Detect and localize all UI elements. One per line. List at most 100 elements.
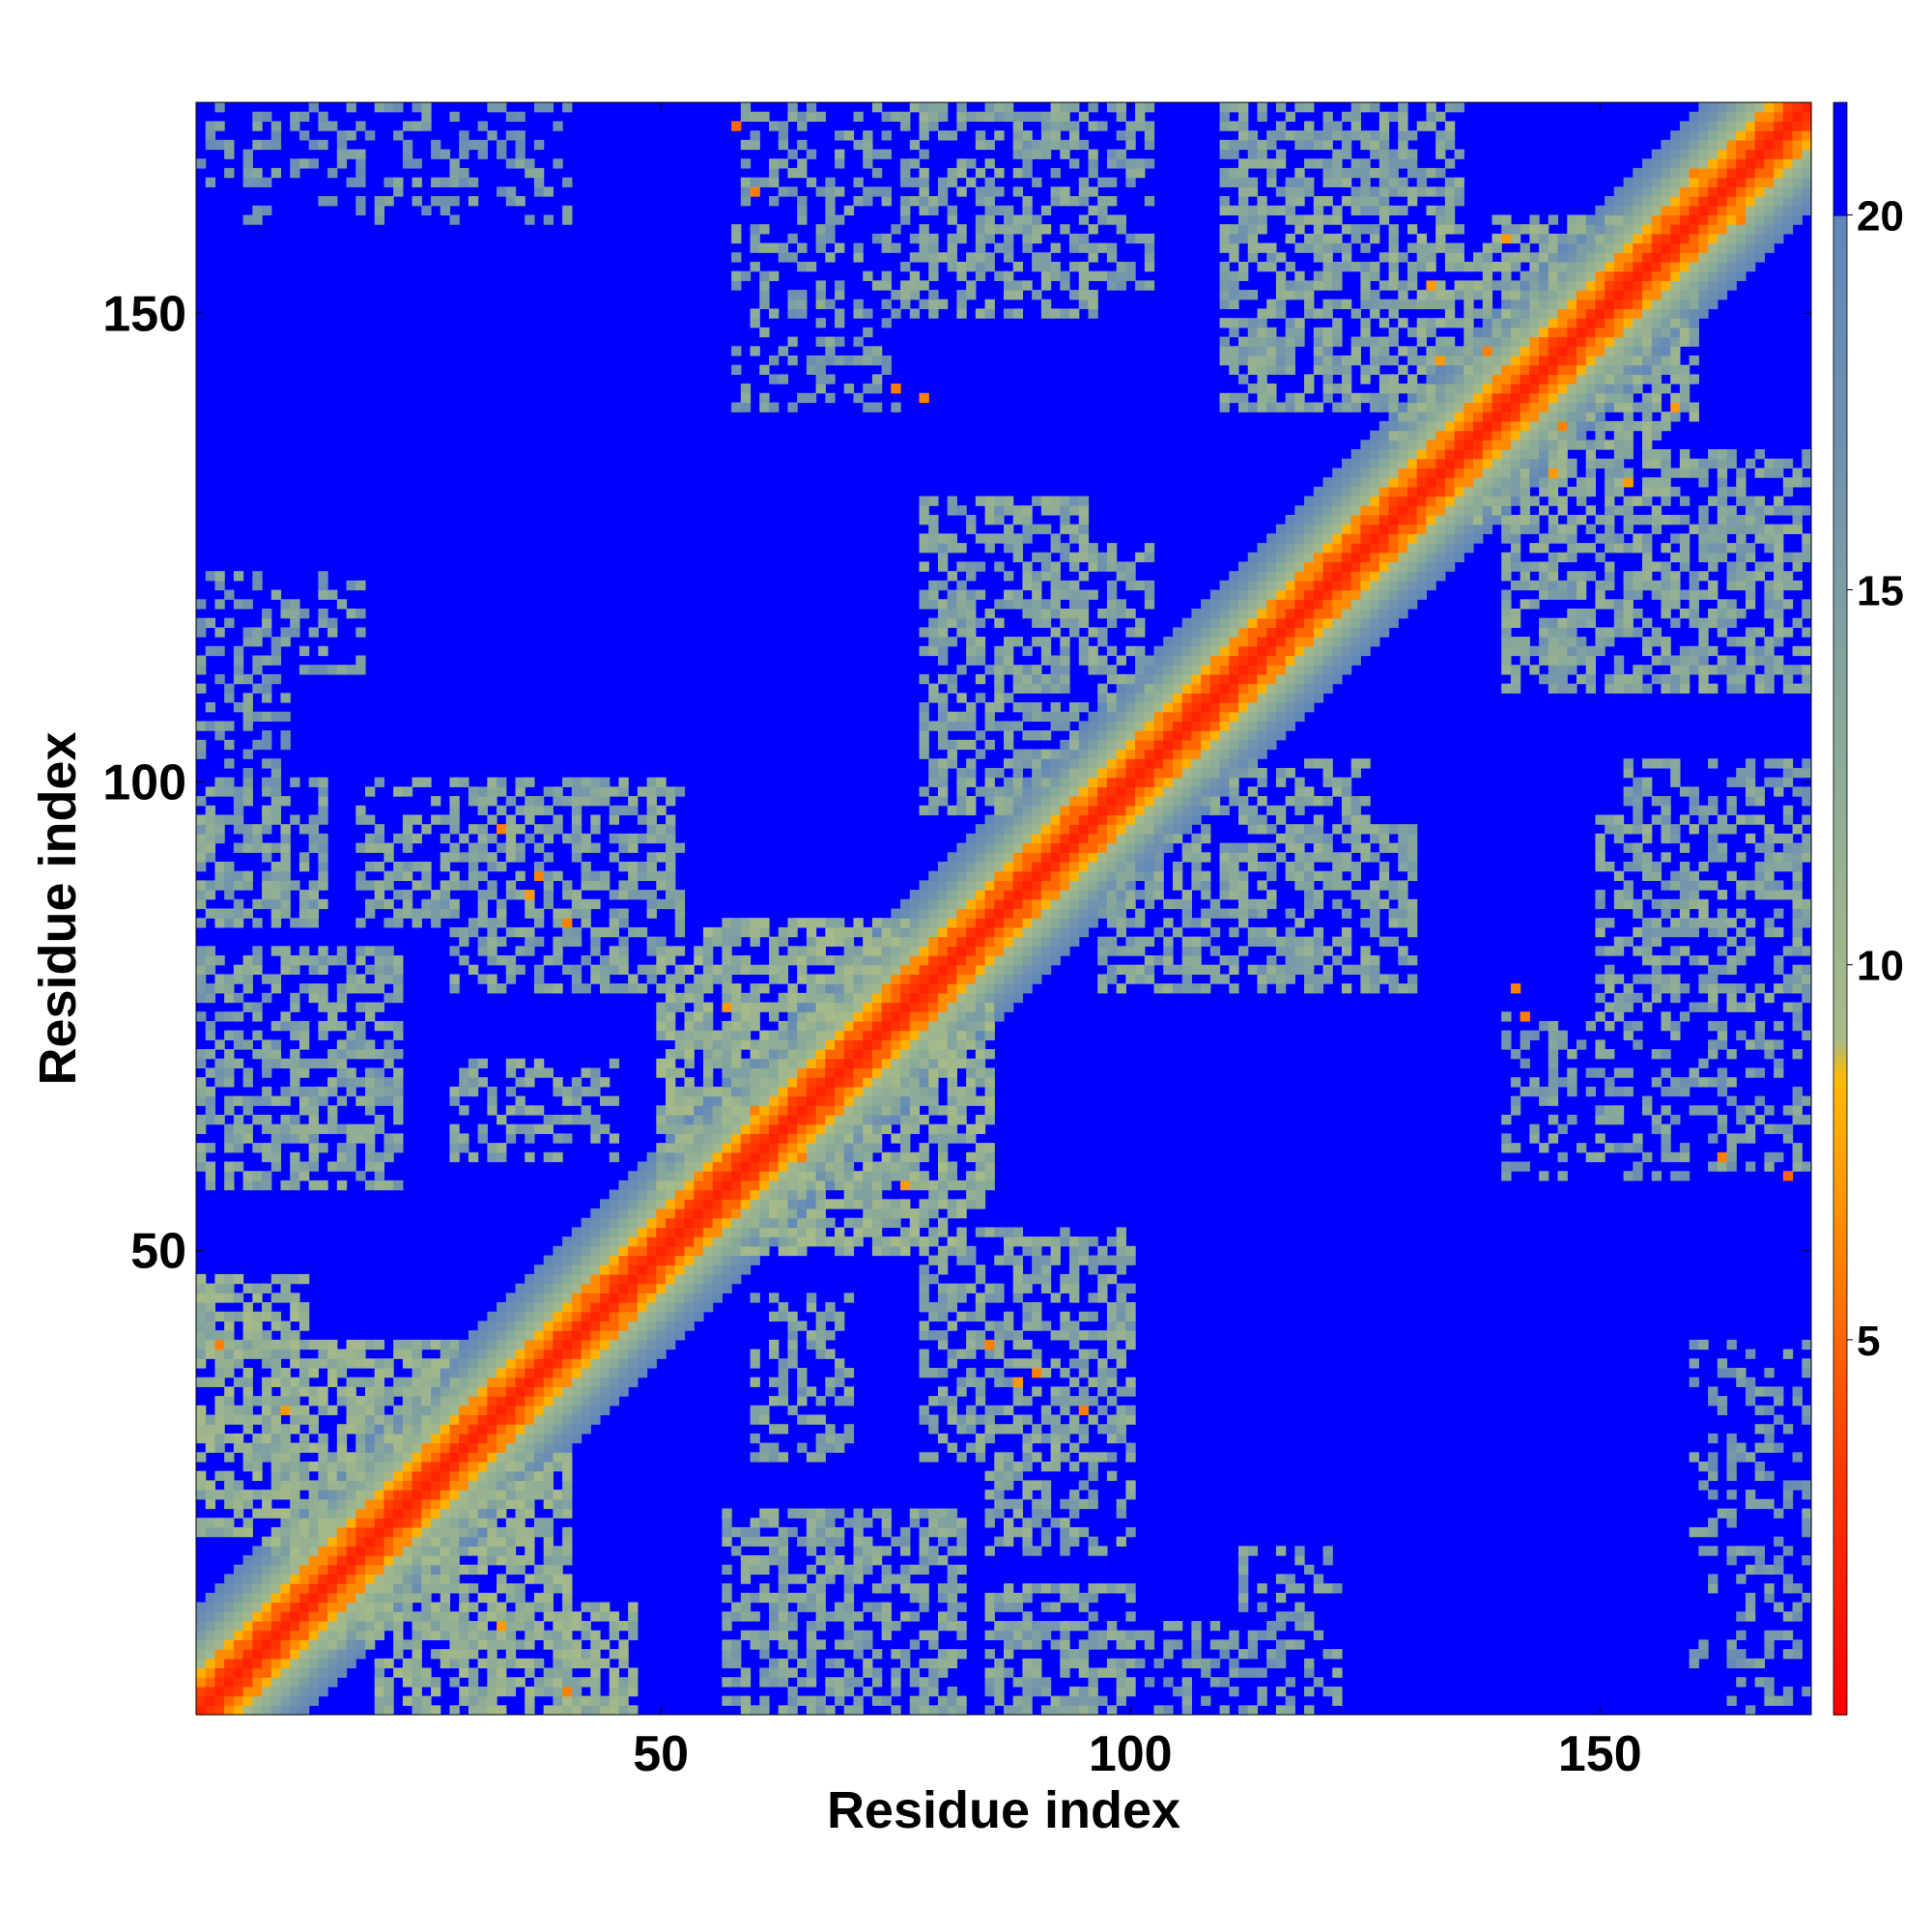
heatmap-cell [205, 1620, 216, 1632]
heatmap-cell [937, 1151, 949, 1163]
heatmap-cell [881, 1171, 892, 1181]
heatmap-cell [487, 1677, 497, 1688]
heatmap-cell [637, 1283, 648, 1293]
heatmap-cell [270, 870, 282, 881]
heatmap-cell [262, 1667, 272, 1678]
heatmap-cell [947, 936, 957, 947]
heatmap-cell [214, 1620, 225, 1632]
heatmap-cell [891, 1058, 901, 1069]
heatmap-cell [290, 1086, 300, 1097]
heatmap-cell [477, 1462, 488, 1472]
heatmap-cell [233, 1480, 244, 1491]
heatmap-cell [797, 1058, 808, 1069]
heatmap-cell [562, 1555, 573, 1566]
heatmap-cell [515, 130, 526, 141]
heatmap-cell [928, 524, 939, 534]
heatmap-cell [863, 402, 873, 412]
heatmap-cell [750, 1077, 760, 1088]
heatmap-cell [280, 608, 291, 619]
heatmap-cell [674, 1227, 686, 1237]
heatmap-cell [290, 1620, 300, 1632]
heatmap-cell [740, 270, 752, 281]
heatmap-cell [702, 1245, 714, 1257]
heatmap-cell [242, 1574, 253, 1584]
heatmap-cell [571, 1433, 582, 1444]
heatmap-cell [947, 130, 957, 141]
heatmap-cell [468, 1677, 479, 1688]
heatmap-cell [928, 1077, 939, 1088]
heatmap-cell [656, 898, 667, 910]
heatmap-cell [975, 1171, 986, 1181]
heatmap-cell [835, 242, 845, 253]
heatmap-cell [674, 1105, 686, 1116]
heatmap-cell [759, 392, 770, 404]
heatmap-cell [937, 102, 949, 113]
heatmap-cell [336, 1536, 348, 1547]
heatmap-cell [242, 1067, 253, 1078]
heatmap-cell [205, 1179, 216, 1191]
heatmap-cell [900, 1133, 911, 1144]
heatmap-cell [571, 1302, 582, 1313]
heatmap-cell [242, 1171, 253, 1181]
heatmap-cell [778, 1143, 789, 1153]
heatmap-cell [298, 852, 310, 863]
heatmap-cell [666, 1330, 676, 1341]
heatmap-cell [891, 1011, 901, 1022]
heatmap-cell [919, 1555, 929, 1566]
heatmap-cell [270, 1592, 282, 1604]
heatmap-cell [712, 1199, 723, 1209]
heatmap-cell [778, 1245, 789, 1257]
heatmap-cell [919, 908, 929, 919]
heatmap-cell [562, 1695, 573, 1706]
heatmap-cell [853, 111, 864, 122]
heatmap-cell [533, 1462, 545, 1472]
heatmap-cell [702, 1179, 714, 1191]
heatmap-cell [412, 121, 422, 131]
heatmap-cell [477, 1133, 488, 1144]
heatmap-cell [515, 890, 526, 900]
heatmap-cell [242, 824, 253, 835]
heatmap-cell [900, 1039, 911, 1050]
heatmap-cell [666, 1227, 676, 1237]
heatmap-cell [891, 384, 901, 394]
heatmap-cell [778, 1386, 789, 1397]
heatmap-cell [449, 796, 460, 807]
heatmap-cell [449, 1358, 460, 1369]
heatmap-cell [674, 1161, 686, 1172]
heatmap-cell [740, 1151, 752, 1163]
heatmap-cell [449, 926, 460, 938]
heatmap-cell [533, 1273, 545, 1285]
heatmap-cell [731, 1105, 742, 1116]
heatmap-cell [835, 1367, 845, 1378]
heatmap-cell [900, 1011, 911, 1022]
heatmap-cell [515, 1433, 526, 1444]
heatmap-cell [881, 983, 892, 994]
heatmap-cell [308, 1695, 319, 1706]
heatmap-cell [947, 739, 957, 751]
heatmap-cell [233, 1433, 244, 1444]
heatmap-cell [581, 1311, 591, 1322]
heatmap-cell [863, 1020, 873, 1032]
heatmap-cell [768, 1049, 780, 1060]
heatmap-cell [336, 1611, 348, 1622]
heatmap-cell [440, 1620, 451, 1632]
heatmap-cell [881, 1039, 892, 1050]
heatmap-cell [233, 1349, 244, 1359]
heatmap-cell [835, 186, 845, 197]
heatmap-cell [336, 158, 348, 169]
heatmap-cell [242, 1123, 253, 1134]
heatmap-cell [787, 1067, 798, 1078]
heatmap-cell [637, 1339, 648, 1350]
heatmap-cell [553, 1583, 563, 1594]
heatmap-cell [290, 1311, 300, 1322]
heatmap-cell [233, 880, 244, 891]
heatmap-cell [966, 833, 977, 844]
heatmap-cell [336, 1480, 348, 1491]
heatmap-cell [815, 1077, 826, 1088]
heatmap-cell [374, 1424, 385, 1435]
heatmap-cell [928, 1452, 939, 1463]
heatmap-cell [609, 1630, 620, 1640]
heatmap-cell [487, 1686, 497, 1697]
heatmap-cell [787, 1161, 798, 1172]
heatmap-cell [468, 842, 479, 853]
